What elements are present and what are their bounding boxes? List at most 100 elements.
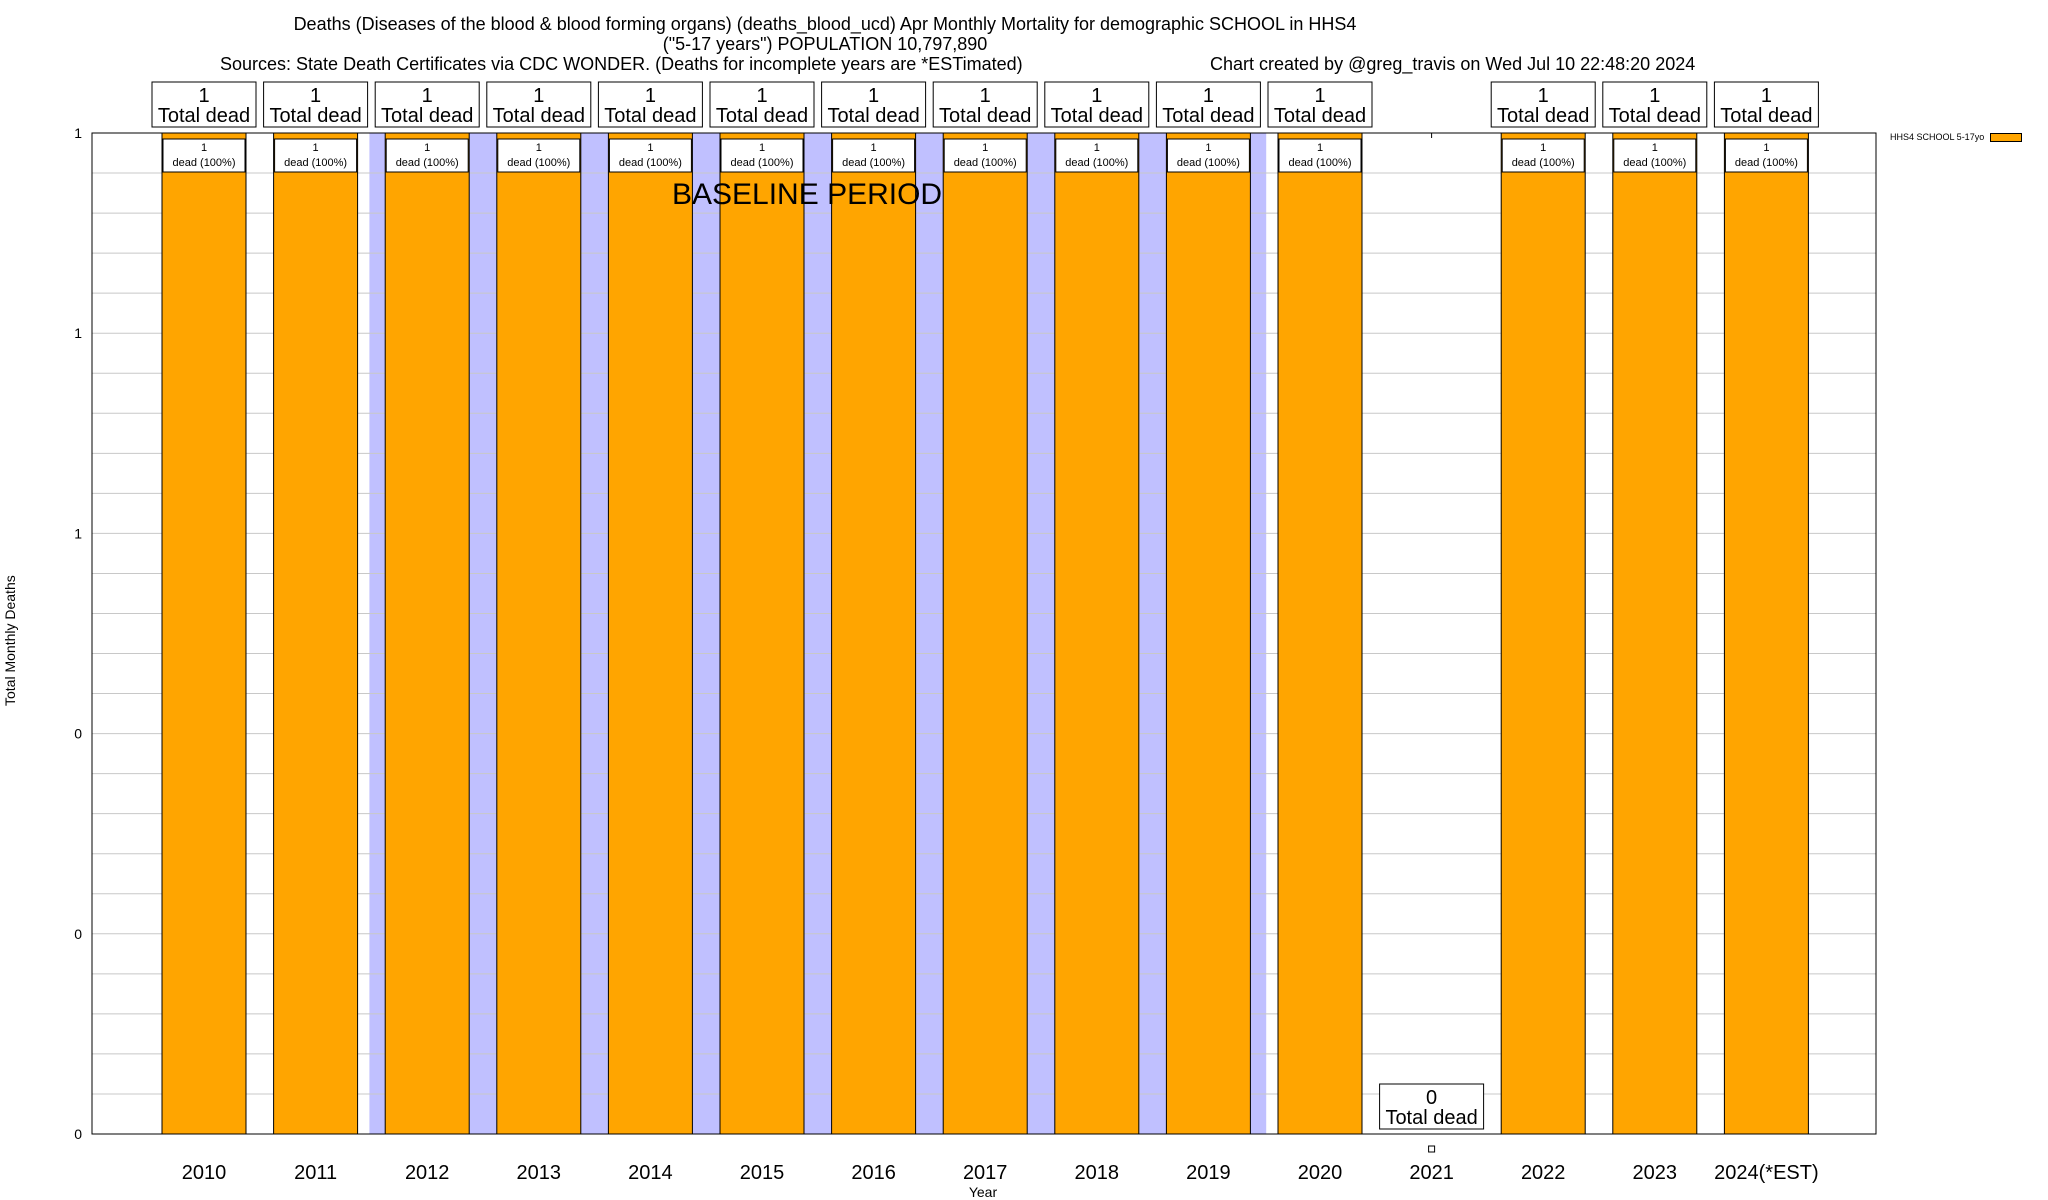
top-label-value: 0 — [1426, 1087, 1437, 1109]
bar-2024(*EST) — [1723, 132, 1809, 1135]
x-tick-label: 2024(*EST) — [1714, 1162, 1819, 1184]
top-label-text: Total dead — [158, 105, 250, 127]
top-label-text: Total dead — [1720, 105, 1812, 127]
inner-label-value: 1 — [201, 142, 207, 154]
top-label-text: Total dead — [1051, 105, 1143, 127]
inner-label-text: dead (100%) — [507, 157, 570, 169]
inner-label-value: 1 — [1652, 142, 1658, 154]
top-label-value: 1 — [1649, 85, 1660, 107]
bar-2012 — [384, 132, 470, 1135]
inner-label-box — [1166, 138, 1250, 173]
plot-frame — [91, 132, 1877, 1135]
top-label-box — [932, 81, 1038, 128]
inner-label-value: 1 — [647, 142, 653, 154]
top-label-box — [374, 81, 480, 128]
top-label-box — [1267, 81, 1373, 128]
top-label-box — [1713, 81, 1819, 128]
bar-2023 — [1612, 132, 1698, 1135]
top-label-value: 1 — [1314, 85, 1325, 107]
top-label-text: Total dead — [1609, 105, 1701, 127]
y-tick-label: 1 — [74, 325, 82, 341]
top-label-value: 1 — [1091, 85, 1102, 107]
legend-swatch — [1990, 133, 2023, 143]
top-label-box — [1155, 81, 1261, 128]
top-label-value: 1 — [533, 85, 544, 107]
inner-label-value: 1 — [759, 142, 765, 154]
inner-label-box — [943, 138, 1027, 173]
top-label-value: 1 — [868, 85, 879, 107]
inner-label-value: 1 — [1317, 142, 1323, 154]
x-tick-label: 2016 — [851, 1162, 896, 1184]
top-label-text: Total dead — [827, 105, 919, 127]
top-label-box — [1379, 1083, 1485, 1130]
top-label-box — [151, 81, 257, 128]
inner-label-value: 1 — [1763, 142, 1769, 154]
x-axis-label: Year — [968, 1184, 998, 1200]
inner-label-text: dead (100%) — [954, 157, 1017, 169]
top-label-text: Total dead — [381, 105, 473, 127]
x-tick-label: 2020 — [1298, 1162, 1343, 1184]
inner-label-text: dead (100%) — [173, 157, 236, 169]
chart-subtitle: ("5-17 years") POPULATION 10,797,890 — [662, 34, 988, 54]
inner-label-text: dead (100%) — [619, 157, 682, 169]
top-label-text: Total dead — [1385, 1107, 1477, 1129]
y-tick-label: 1 — [74, 525, 82, 541]
inner-label-box — [1613, 138, 1697, 173]
top-label-text: Total dead — [1497, 105, 1589, 127]
bar-2020 — [1277, 132, 1363, 1135]
top-label-value: 1 — [645, 85, 656, 107]
top-label-box — [486, 81, 592, 128]
bar-2013 — [496, 132, 582, 1135]
bar-2019 — [1165, 132, 1251, 1135]
top-label-text: Total dead — [939, 105, 1031, 127]
x-tick-label: 2017 — [963, 1162, 1008, 1184]
inner-label-value: 1 — [313, 142, 319, 154]
x-tick-label: 2012 — [405, 1162, 450, 1184]
top-label-text: Total dead — [493, 105, 585, 127]
x-tick-label: 2011 — [294, 1162, 337, 1184]
inner-label-value: 1 — [982, 142, 988, 154]
inner-label-value: 1 — [536, 142, 542, 154]
x-tick-label: 2015 — [740, 1162, 785, 1184]
x-tick-label: 2014 — [628, 1162, 673, 1184]
bar-2014 — [607, 132, 693, 1135]
inner-label-text: dead (100%) — [284, 157, 347, 169]
top-label-box — [263, 81, 369, 128]
inner-label-box — [608, 138, 692, 173]
y-tick-label: 0 — [74, 1126, 82, 1142]
top-label-value: 1 — [1761, 85, 1772, 107]
x-tick-label: 2019 — [1186, 1162, 1231, 1184]
inner-label-text: dead (100%) — [731, 157, 794, 169]
x-tick-label: 2018 — [1075, 1162, 1120, 1184]
inner-label-box — [1055, 138, 1139, 173]
y-tick-label: 0 — [74, 726, 82, 742]
inner-label-box — [1501, 138, 1585, 173]
top-label-text: Total dead — [604, 105, 696, 127]
top-label-value: 1 — [198, 85, 209, 107]
chart-title: Deaths (Diseases of the blood & blood fo… — [293, 14, 1357, 34]
inner-label-text: dead (100%) — [396, 157, 459, 169]
chart-sources: Sources: State Death Certificates via CD… — [220, 54, 1023, 74]
inner-label-box — [1724, 138, 1808, 173]
top-label-text: Total dead — [1274, 105, 1366, 127]
inner-label-box — [832, 138, 916, 173]
bar-2018 — [1054, 132, 1140, 1135]
bar-2022 — [1500, 132, 1586, 1135]
inner-label-text: dead (100%) — [1735, 157, 1798, 169]
x-tick-label: 2023 — [1633, 1162, 1678, 1184]
inner-label-value: 1 — [871, 142, 877, 154]
top-label-box — [709, 81, 815, 128]
top-label-box — [1044, 81, 1150, 128]
bar-2017 — [942, 132, 1028, 1135]
inner-label-text: dead (100%) — [1177, 157, 1240, 169]
top-label-value: 1 — [310, 85, 321, 107]
inner-label-text: dead (100%) — [842, 157, 905, 169]
y-tick-label: 0 — [74, 926, 82, 942]
y-tick-label: 1 — [74, 125, 82, 141]
inner-label-box — [274, 138, 358, 173]
x-tick-label: 2021 — [1409, 1162, 1454, 1184]
bar-2010 — [161, 132, 247, 1135]
top-label-value: 1 — [422, 85, 433, 107]
inner-label-value: 1 — [424, 142, 430, 154]
